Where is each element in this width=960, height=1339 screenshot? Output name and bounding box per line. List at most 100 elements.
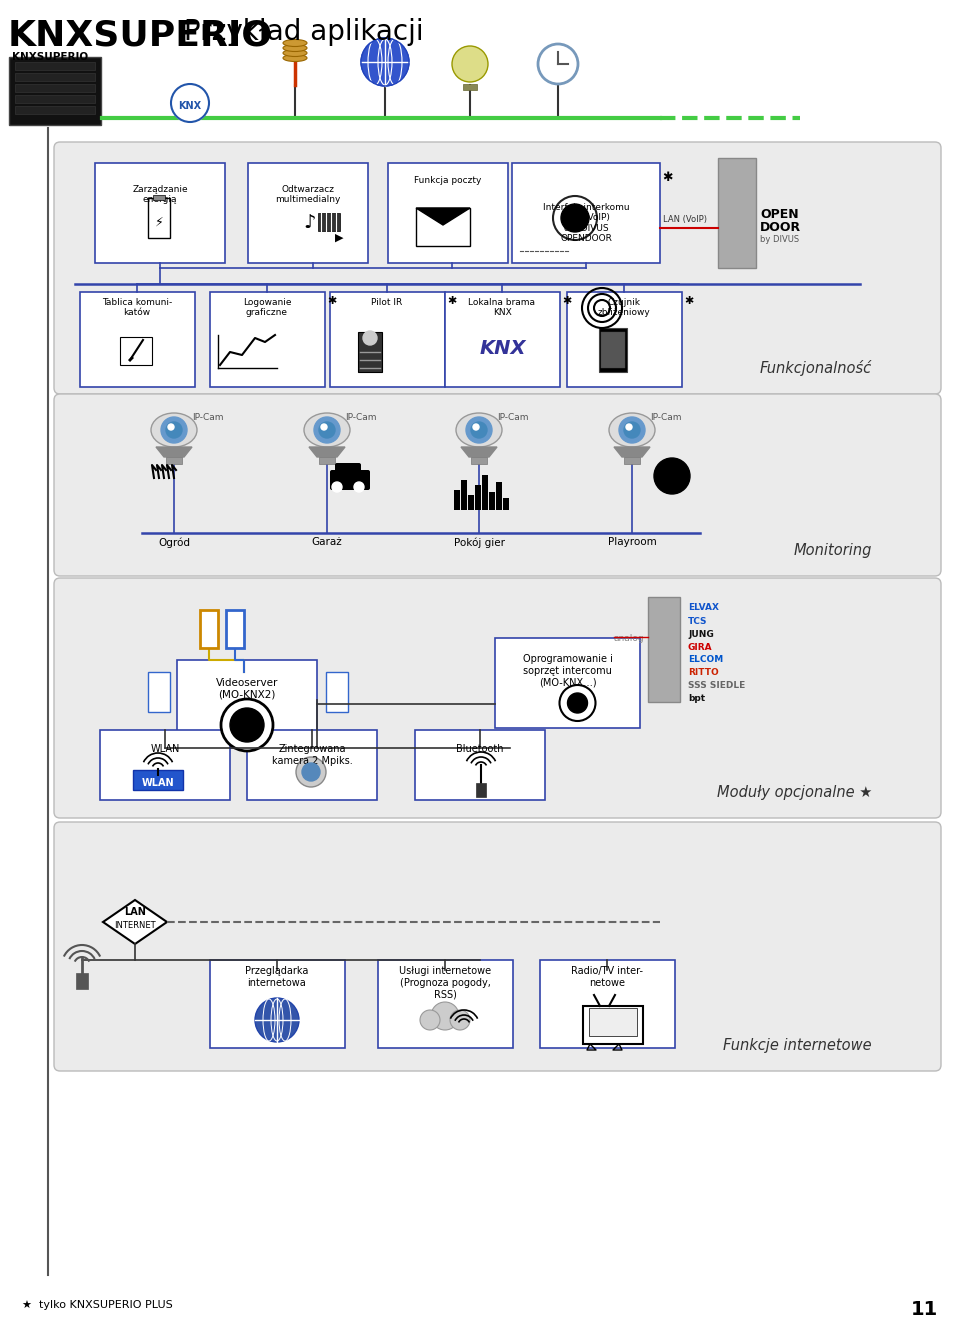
- Text: Odtwarzacz
multimedialny: Odtwarzacz multimedialny: [276, 185, 341, 205]
- Bar: [133, 770, 183, 790]
- Bar: [476, 783, 486, 797]
- Text: 11: 11: [911, 1300, 938, 1319]
- Circle shape: [314, 416, 340, 443]
- Text: Logowanie
graficzne: Logowanie graficzne: [243, 299, 291, 317]
- Text: bpt: bpt: [688, 694, 706, 703]
- Circle shape: [363, 331, 377, 345]
- Text: GIRA: GIRA: [688, 643, 712, 652]
- Bar: [503, 498, 509, 510]
- Text: Bluetooth: Bluetooth: [456, 744, 504, 754]
- Bar: [15, 106, 95, 114]
- Ellipse shape: [456, 412, 502, 447]
- Bar: [624, 457, 640, 465]
- Text: ♪: ♪: [303, 213, 316, 232]
- Bar: [583, 1006, 643, 1044]
- Circle shape: [473, 424, 479, 430]
- Text: LAN: LAN: [124, 907, 146, 917]
- Text: KNXSUPERIO: KNXSUPERIO: [8, 17, 274, 52]
- Bar: [9, 58, 101, 125]
- Ellipse shape: [283, 39, 307, 47]
- Circle shape: [450, 1010, 470, 1030]
- Text: Moduły opcjonalne ★: Moduły opcjonalne ★: [716, 785, 872, 799]
- Ellipse shape: [283, 44, 307, 51]
- Ellipse shape: [151, 412, 197, 447]
- Circle shape: [171, 84, 209, 122]
- Polygon shape: [416, 208, 470, 225]
- Text: ✱: ✱: [447, 296, 456, 307]
- Text: Videoserver
(MO-KNX2): Videoserver (MO-KNX2): [216, 678, 278, 699]
- Bar: [330, 292, 445, 387]
- Bar: [567, 292, 682, 387]
- Text: Radio/TV inter-
netowe: Radio/TV inter- netowe: [571, 965, 643, 988]
- Circle shape: [654, 458, 690, 494]
- Ellipse shape: [609, 412, 655, 447]
- Circle shape: [626, 424, 632, 430]
- Circle shape: [471, 422, 487, 438]
- Bar: [15, 95, 95, 103]
- Bar: [718, 158, 756, 268]
- Bar: [601, 332, 625, 368]
- Bar: [153, 195, 165, 200]
- Text: OPEN: OPEN: [760, 208, 799, 221]
- Bar: [454, 490, 460, 510]
- Text: KNXSUPERIO: KNXSUPERIO: [12, 52, 88, 62]
- Bar: [461, 479, 467, 510]
- Bar: [120, 337, 152, 366]
- FancyBboxPatch shape: [54, 822, 941, 1071]
- Text: ELCOM: ELCOM: [688, 655, 723, 664]
- Text: Funkcja poczty: Funkcja poczty: [415, 175, 482, 185]
- Bar: [200, 611, 218, 648]
- Bar: [95, 163, 225, 262]
- Circle shape: [166, 422, 182, 438]
- Text: Pokój gier: Pokój gier: [453, 537, 505, 548]
- Circle shape: [161, 416, 187, 443]
- FancyBboxPatch shape: [335, 463, 361, 479]
- Bar: [471, 457, 487, 465]
- Text: Funkcjonalność: Funkcjonalność: [760, 360, 872, 376]
- Circle shape: [221, 699, 273, 751]
- Text: Oprogramowanie i
soprzęt intercomu
(MO-KNX…): Oprogramowanie i soprzęt intercomu (MO-K…: [522, 653, 612, 687]
- Bar: [80, 292, 195, 387]
- Bar: [15, 84, 95, 92]
- Bar: [166, 457, 182, 465]
- Text: Zarządzanie
energią: Zarządzanie energią: [132, 185, 188, 205]
- Text: Zintegrowana
kamera 2 Mpiks.: Zintegrowana kamera 2 Mpiks.: [272, 744, 352, 766]
- Text: Funkcje internetowe: Funkcje internetowe: [724, 1038, 872, 1052]
- Bar: [358, 332, 382, 372]
- Bar: [496, 482, 502, 510]
- Text: Lokalna brama
KNX: Lokalna brama KNX: [468, 299, 536, 317]
- Text: Playroom: Playroom: [608, 537, 657, 548]
- Bar: [210, 292, 325, 387]
- Circle shape: [170, 83, 210, 123]
- Text: ✱: ✱: [327, 296, 336, 307]
- Circle shape: [466, 416, 492, 443]
- Bar: [495, 637, 640, 728]
- Bar: [148, 198, 170, 238]
- FancyBboxPatch shape: [54, 394, 941, 576]
- Ellipse shape: [283, 50, 307, 56]
- Bar: [475, 485, 481, 510]
- Bar: [100, 730, 230, 799]
- Bar: [210, 960, 345, 1048]
- Text: analog: analog: [614, 633, 644, 643]
- Circle shape: [553, 195, 597, 240]
- Bar: [318, 213, 340, 232]
- Text: KNX: KNX: [179, 100, 202, 111]
- Circle shape: [321, 424, 327, 430]
- Text: ✱: ✱: [684, 296, 693, 307]
- Text: TCS: TCS: [688, 617, 708, 627]
- Polygon shape: [156, 447, 192, 457]
- Text: ELVAX: ELVAX: [688, 603, 719, 612]
- Bar: [148, 672, 170, 712]
- Bar: [76, 973, 88, 990]
- Text: Usługi internetowe
(Prognoza pogody,
RSS): Usługi internetowe (Prognoza pogody, RSS…: [399, 965, 492, 999]
- Bar: [326, 672, 348, 712]
- Text: DOOR: DOOR: [760, 221, 802, 234]
- Bar: [319, 457, 335, 465]
- Bar: [378, 960, 513, 1048]
- Text: by DIVUS: by DIVUS: [760, 236, 799, 244]
- Bar: [15, 62, 95, 70]
- FancyBboxPatch shape: [54, 142, 941, 394]
- Text: Czujnik
zbliżeniowy: Czujnik zbliżeniowy: [598, 299, 650, 317]
- Text: ▶: ▶: [335, 233, 344, 242]
